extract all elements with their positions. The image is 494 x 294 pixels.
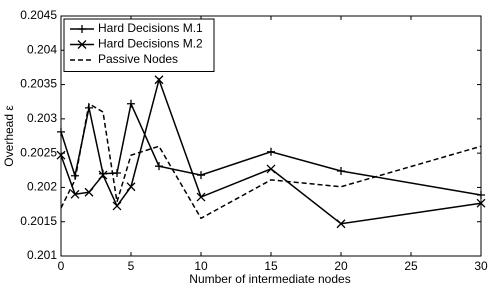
data-point — [113, 169, 121, 178]
data-point — [155, 162, 163, 171]
x-tick-label: 25 — [404, 259, 418, 273]
legend-label: Hard Decisions M.1 — [98, 21, 203, 35]
data-point — [98, 170, 108, 180]
y-tick-label: 0.2025 — [20, 145, 57, 159]
data-point — [154, 75, 164, 85]
x-tick-label: 30 — [474, 259, 488, 273]
data-point — [127, 99, 135, 108]
data-point — [126, 182, 136, 192]
data-point — [197, 171, 205, 180]
data-point — [196, 192, 206, 202]
y-tick-label: 0.2045 — [20, 8, 57, 22]
y-tick-label: 0.201 — [27, 248, 57, 262]
y-tick-label: 0.2015 — [20, 214, 57, 228]
data-point — [336, 219, 346, 229]
y-tick-label: 0.2035 — [20, 77, 57, 91]
series-line — [60, 102, 482, 220]
data-point — [477, 190, 485, 199]
data-point — [57, 127, 65, 136]
x-tick-label: 15 — [264, 259, 278, 273]
y-tick-label: 0.204 — [27, 42, 57, 56]
x-tick-label: 10 — [194, 259, 208, 273]
x-axis-label: Number of intermediate nodes — [189, 272, 350, 286]
legend-label: Passive Nodes — [98, 52, 178, 66]
legend-marker — [77, 40, 87, 49]
data-point — [56, 150, 66, 160]
data-point — [476, 198, 486, 208]
x-tick-label: 0 — [58, 259, 65, 273]
y-axis-label: Overhead ε — [2, 105, 16, 167]
data-point — [266, 164, 276, 174]
legend-marker — [78, 25, 86, 33]
data-point — [337, 166, 345, 175]
data-point — [70, 189, 80, 199]
legend-label: Hard Decisions M.2 — [98, 37, 203, 51]
data-point — [267, 147, 275, 156]
y-tick-label: 0.202 — [27, 180, 57, 194]
y-tick-label: 0.203 — [27, 111, 57, 125]
x-tick-label: 5 — [128, 259, 135, 273]
data-point — [84, 187, 94, 197]
x-tick-label: 20 — [334, 259, 348, 273]
data-point — [112, 201, 122, 211]
